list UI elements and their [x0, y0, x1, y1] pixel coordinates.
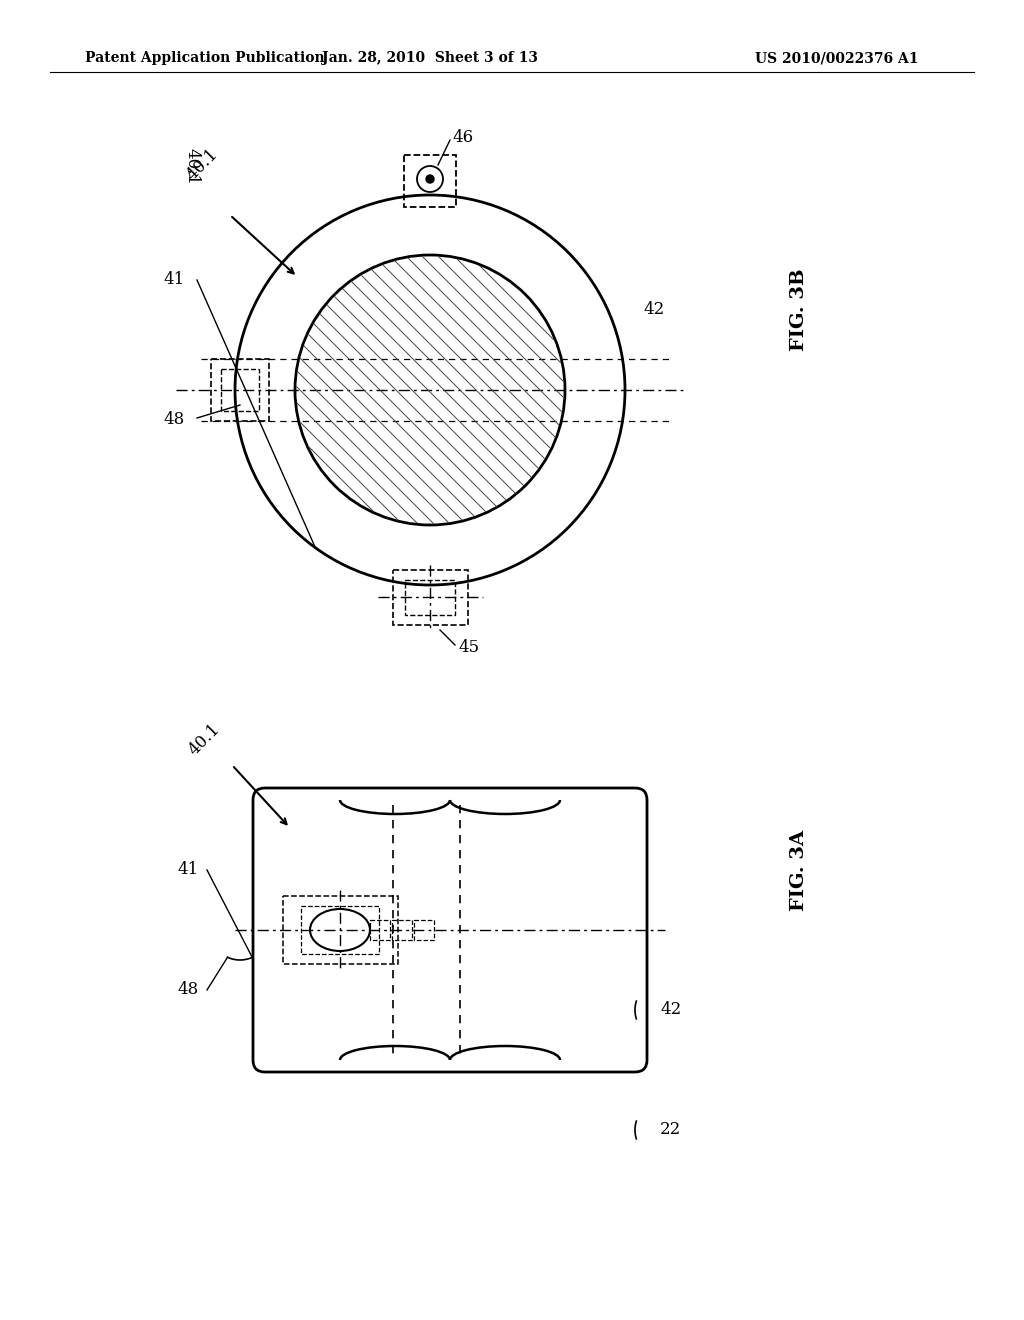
Text: 42: 42	[643, 301, 665, 318]
Text: 41: 41	[177, 862, 199, 879]
Text: 40.1: 40.1	[183, 147, 221, 183]
Bar	[393, 570, 468, 624]
Bar	[283, 896, 398, 964]
Text: 46: 46	[452, 128, 473, 145]
Text: 40.1: 40.1	[185, 721, 223, 759]
Text: US 2010/0022376 A1: US 2010/0022376 A1	[755, 51, 919, 65]
Text: 48: 48	[177, 982, 199, 998]
Circle shape	[426, 176, 434, 183]
Bar	[221, 370, 259, 411]
Text: 40.1: 40.1	[183, 148, 200, 186]
Text: 42: 42	[660, 1002, 681, 1019]
Text: 22: 22	[660, 1122, 681, 1138]
Text: 45: 45	[458, 639, 479, 656]
Circle shape	[295, 255, 565, 525]
Text: 48: 48	[163, 412, 184, 429]
Bar	[406, 579, 455, 615]
Bar	[370, 920, 390, 940]
Text: Patent Application Publication: Patent Application Publication	[85, 51, 325, 65]
Bar	[404, 154, 456, 207]
Bar	[414, 920, 434, 940]
Text: FIG. 3B: FIG. 3B	[790, 269, 808, 351]
Text: Jan. 28, 2010  Sheet 3 of 13: Jan. 28, 2010 Sheet 3 of 13	[322, 51, 538, 65]
Bar	[392, 920, 412, 940]
Bar	[211, 359, 269, 421]
Bar	[301, 906, 379, 954]
Text: 41: 41	[163, 272, 184, 289]
Text: FIG. 3A: FIG. 3A	[790, 829, 808, 911]
